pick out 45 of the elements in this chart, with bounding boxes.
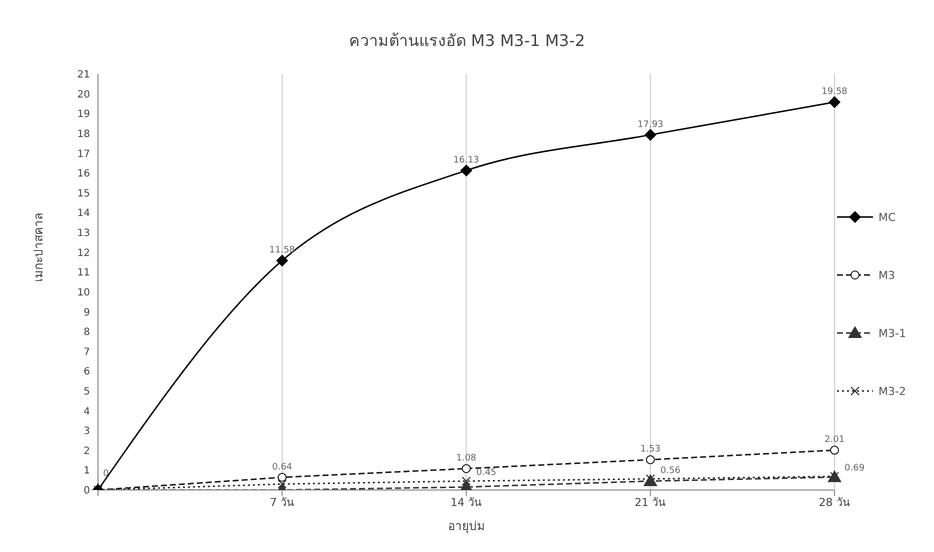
data-label: 11.58 [269,246,296,256]
data-label: 16.13 [453,155,480,166]
y-tick-label: 13 [77,228,90,240]
legend-label: MC [878,210,896,224]
y-tick-label: 12 [77,248,90,259]
chart-title: ความต้านแรงอัด M3 M3-1 M3-2 [348,30,586,52]
y-tick-label: 9 [84,307,90,318]
data-label: 0 [103,469,110,479]
x-tick-label: 28 วัน [818,496,850,509]
y-tick-label: 5 [84,386,90,398]
y-tick-label: 17 [77,148,90,160]
x-tick-label: 7 วัน [270,496,294,509]
y-tick-label: 18 [77,128,90,140]
y-tick-label: 8 [84,327,90,338]
y-tick-label: 3 [84,426,90,438]
data-label: 2.01 [824,435,845,446]
y-tick-label: 16 [77,168,90,180]
y-tick-label: 20 [77,89,90,100]
data-label: 1.08 [456,454,477,464]
data-label: 19.58 [822,87,848,98]
data-label: 0.69 [844,463,865,474]
y-tick-label: 0 [84,486,90,497]
y-tick-label: 14 [77,208,90,220]
y-tick-label: 21 [77,70,90,81]
y-tick-label: 11 [77,268,90,279]
data-label: 0.64 [272,462,292,472]
legend-label: M3 [878,268,896,282]
data-label: 17.93 [638,120,664,130]
data-label: 0.56 [660,466,681,476]
x-tick-label: 21 วัน [634,496,666,509]
y-tick-label: 10 [77,287,90,298]
x-axis-title: อายุบ่ม [448,519,485,534]
data-label: 0.45 [476,468,496,478]
y-tick-label: 1 [84,466,90,477]
y-tick-label: 19 [77,109,90,120]
x-tick-label: 14 วัน [450,496,482,509]
data-label: 1.53 [640,444,660,455]
y-tick-label: 2 [84,446,90,457]
legend-label: M3-2 [878,384,906,398]
y-tick-label: 6 [84,366,90,378]
y-tick-label: 15 [77,188,90,200]
y-tick-label: 4 [84,406,90,418]
legend-label: M3-1 [878,326,906,340]
y-axis-title: เมกะปาสคาล [31,213,46,282]
y-tick-label: 7 [84,346,90,358]
